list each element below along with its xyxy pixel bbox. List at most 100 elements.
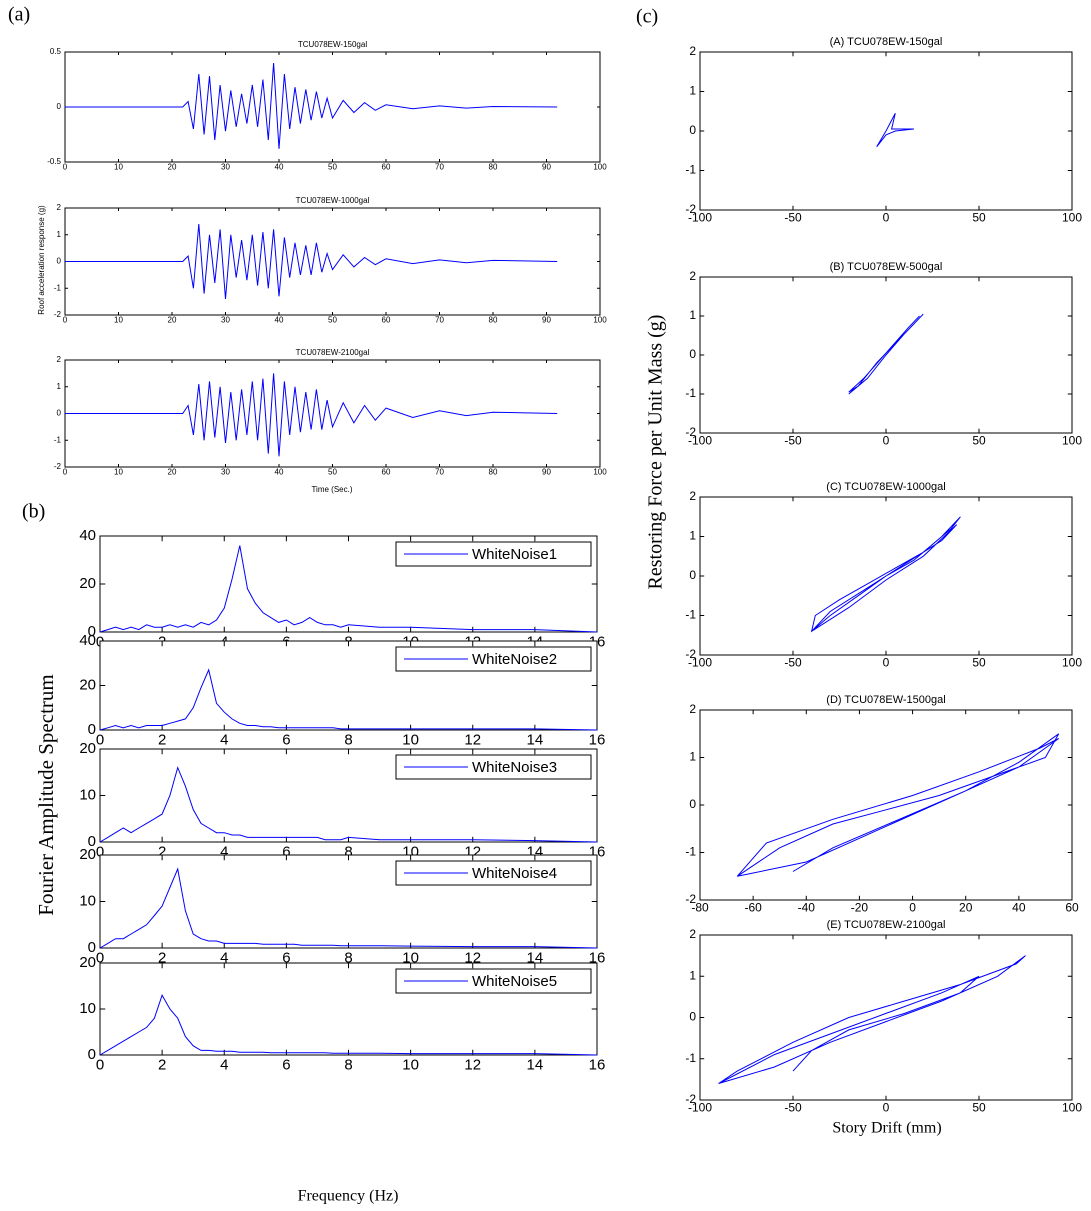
y-tick-label: 2 (689, 702, 696, 716)
y-tick-label: 0 (88, 939, 96, 956)
x-tick-label: 70 (435, 163, 444, 172)
x-tick-label: 80 (489, 163, 498, 172)
y-tick-label: 2 (689, 489, 696, 503)
y-tick-label: -1 (54, 283, 62, 292)
x-tick-label: 2 (158, 1056, 166, 1073)
chart-title: (D) TCU078EW-1500gal (826, 694, 945, 706)
data-line (99, 668, 598, 731)
x-tick-label: 100 (593, 163, 607, 172)
y-tick-label: 20 (79, 676, 96, 693)
x-tick-label: 12 (464, 1056, 481, 1073)
x-tick-label: 2 (158, 843, 166, 860)
y-tick-label: 1 (689, 968, 696, 982)
x-tick-label: 12 (464, 731, 481, 748)
x-tick-label: 40 (275, 163, 284, 172)
x-tick-label: 0 (909, 901, 916, 915)
x-tick-label: 100 (1062, 656, 1082, 670)
x-tick-label: 100 (1062, 211, 1082, 225)
data-line (65, 373, 558, 457)
y-tick-label: 20 (79, 575, 96, 592)
data-line (99, 766, 598, 843)
chart-title: (B) TCU078EW-500gal (830, 261, 943, 273)
x-tick-label: 100 (593, 468, 607, 477)
y-tick-label: 20 (79, 846, 96, 863)
x-tick-label: 90 (542, 163, 551, 172)
x-tick-label: 10 (402, 731, 419, 748)
y-tick-label: 2 (57, 203, 62, 212)
y-tick-label: -2 (685, 425, 696, 439)
x-tick-label: 30 (221, 316, 230, 325)
y-tick-label: 0.5 (50, 47, 62, 56)
y-tick-label: 10 (79, 1000, 96, 1017)
x-tick-label: 10 (402, 949, 419, 966)
x-tick-label: -100 (688, 1101, 712, 1115)
y-tick-label: 0 (57, 102, 62, 111)
y-tick-label: 0 (88, 1046, 96, 1063)
y-tick-label: 0 (689, 347, 696, 361)
x-tick-label: 14 (527, 1056, 544, 1073)
x-tick-label: -50 (784, 211, 802, 225)
x-tick-label: 0 (883, 434, 890, 448)
x-tick-label: 50 (972, 1101, 986, 1115)
y-tick-label: 0 (689, 568, 696, 582)
x-tick-label: 6 (282, 1056, 290, 1073)
x-tick-label: -100 (688, 434, 712, 448)
y-tick-label: 0 (689, 123, 696, 137)
y-tick-label: 0 (689, 797, 696, 811)
data-line (65, 62, 558, 149)
y-tick-label: 10 (79, 786, 96, 803)
x-tick-label: 4 (220, 949, 228, 966)
x-tick-label: 6 (282, 843, 290, 860)
x-tick-label: 12 (464, 949, 481, 966)
data-line (876, 112, 914, 148)
data-line (718, 955, 1026, 1084)
x-tick-label: 50 (972, 434, 986, 448)
y-tick-label: -2 (685, 1092, 696, 1106)
x-tick-label: 10 (114, 468, 123, 477)
y-tick-label: -2 (685, 892, 696, 906)
plot-frame (699, 934, 1073, 1101)
x-tick-label: 90 (542, 316, 551, 325)
x-tick-label: 10 (402, 1056, 419, 1073)
data-line (848, 313, 924, 395)
x-tick-label: 0 (63, 163, 68, 172)
y-tick-label: -2 (685, 647, 696, 661)
x-tick-label: 100 (1062, 434, 1082, 448)
y-tick-label: 2 (689, 44, 696, 58)
panel-label: (b) (22, 501, 45, 523)
y-tick-label: 0 (88, 623, 96, 640)
x-tick-label: 4 (220, 843, 228, 860)
x-tick-label: 50 (328, 316, 337, 325)
x-tick-label: 0 (96, 843, 104, 860)
x-tick-label: 50 (972, 656, 986, 670)
x-tick-label: 60 (382, 316, 391, 325)
x-tick-label: 16 (589, 1056, 606, 1073)
y-tick-label: 1 (689, 84, 696, 98)
x-tick-label: 4 (220, 731, 228, 748)
x-tick-label: 0 (883, 211, 890, 225)
x-tick-label: -50 (784, 434, 802, 448)
y-tick-label: 1 (689, 750, 696, 764)
y-tick-label: 2 (57, 355, 62, 364)
y-tick-label: 40 (79, 527, 96, 544)
data-line (99, 545, 598, 633)
y-tick-label: 20 (79, 954, 96, 971)
x-tick-label: -40 (798, 901, 816, 915)
y-tick-label: 0 (88, 833, 96, 850)
y-tick-label: 40 (79, 632, 96, 649)
x-tick-label: 6 (282, 949, 290, 966)
y-tick-label: -2 (54, 462, 62, 471)
x-tick-label: -20 (851, 901, 869, 915)
chart-title: TCU078EW-150gal (298, 40, 367, 49)
x-tick-label: 0 (883, 656, 890, 670)
y-tick-label: 20 (79, 740, 96, 757)
x-tick-label: -60 (744, 901, 762, 915)
y-tick-label: -1 (685, 1051, 696, 1065)
x-tick-label: 30 (221, 468, 230, 477)
x-tick-label: 16 (589, 731, 606, 748)
data-line (99, 867, 598, 949)
x-tick-label: 2 (158, 949, 166, 966)
x-tick-label: 14 (527, 731, 544, 748)
y-tick-label: 2 (689, 927, 696, 941)
